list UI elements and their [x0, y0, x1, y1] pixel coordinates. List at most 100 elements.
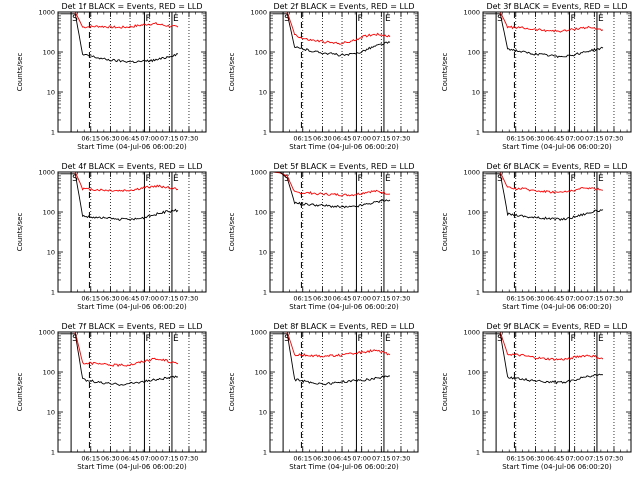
lld-series-line	[272, 172, 391, 197]
detector-panel: Det 7f BLACK = Events, RED = LLD Counts/s…	[16, 322, 207, 471]
events-series-line	[485, 13, 604, 59]
panel-title: Det 3f BLACK = Events, RED = LLD	[486, 2, 627, 11]
marker-label-S: S	[497, 14, 503, 24]
x-axis-label: Start Time (04-Jul-06 06:00:20)	[289, 463, 399, 471]
x-tick-label: 06:15	[81, 455, 100, 463]
x-tick-label: 07:30	[392, 135, 411, 143]
marker-label-S: S	[284, 14, 290, 24]
marker-label-E: E	[173, 14, 179, 24]
x-tick-label: 06:45	[333, 135, 352, 143]
lld-series-line	[485, 12, 604, 33]
x-tick-label: 06:30	[526, 295, 545, 303]
x-tick-label: 07:30	[605, 295, 624, 303]
y-tick-label: 100	[468, 49, 480, 57]
y-tick-label: 1000	[463, 169, 480, 177]
x-tick-label: 07:30	[392, 455, 411, 463]
series-group	[485, 12, 604, 59]
panel-title: Det 7f BLACK = Events, RED = LLD	[61, 322, 202, 331]
x-tick-label: 07:00	[140, 455, 159, 463]
x-tick-label: 06:30	[526, 135, 545, 143]
plot-frame	[269, 11, 419, 133]
marker-label-E: E	[598, 14, 604, 24]
events-series-line	[272, 333, 391, 386]
series-group	[60, 12, 179, 64]
plot-frame	[482, 331, 632, 453]
marker-label-E: E	[598, 334, 604, 344]
y-tick-label: 10	[259, 249, 267, 257]
x-tick-label: 07:15	[372, 455, 391, 463]
detector-panel: Det 3f BLACK = Events, RED = LLD Counts/s…	[441, 2, 632, 151]
x-tick-label: 07:15	[372, 135, 391, 143]
lld-series-line	[60, 172, 179, 193]
marker-label-S: S	[72, 174, 78, 184]
x-tick-label: 06:15	[506, 135, 525, 143]
y-tick-label: 1000	[38, 9, 55, 17]
plot-frame	[57, 11, 207, 133]
panel-title: Det 1f BLACK = Events, RED = LLD	[61, 2, 202, 11]
x-tick-label: 06:30	[313, 455, 332, 463]
x-tick-label: 07:00	[352, 295, 371, 303]
y-axis-label: Counts/sec	[228, 373, 236, 412]
y-tick-label: 100	[255, 369, 267, 377]
y-tick-label: 1	[51, 129, 55, 137]
y-tick-label: 100	[468, 369, 480, 377]
x-tick-label: 07:00	[352, 455, 371, 463]
x-axis-label: Start Time (04-Jul-06 06:00:20)	[502, 143, 612, 151]
y-tick-label: 1	[51, 449, 55, 457]
x-tick-label: 07:15	[585, 295, 604, 303]
x-tick-label: 07:00	[140, 295, 159, 303]
marker-label-F: F	[145, 174, 150, 184]
y-tick-label: 10	[472, 89, 480, 97]
panel-title: Det 8f BLACK = Events, RED = LLD	[273, 322, 414, 331]
detector-panel: Det 8f BLACK = Events, RED = LLD Counts/s…	[228, 322, 419, 471]
x-tick-label: 07:15	[160, 455, 179, 463]
x-tick-label: 07:15	[160, 295, 179, 303]
x-tick-label: 07:30	[180, 455, 199, 463]
plot-frame	[57, 171, 207, 293]
events-series-line	[272, 172, 391, 209]
y-tick-label: 100	[468, 209, 480, 217]
series-group	[272, 332, 391, 386]
y-tick-label: 1000	[250, 169, 267, 177]
plot-frame	[482, 11, 632, 133]
x-tick-label: 06:45	[546, 295, 565, 303]
detector-panel: Det 2f BLACK = Events, RED = LLD Counts/s…	[228, 2, 419, 151]
y-axis-label: Counts/sec	[228, 53, 236, 92]
x-axis-label: Start Time (04-Jul-06 06:00:20)	[77, 143, 187, 151]
y-tick-label: 1	[476, 129, 480, 137]
y-tick-label: 100	[43, 209, 55, 217]
y-tick-label: 1	[263, 289, 267, 297]
lld-series-line	[485, 332, 604, 361]
marker-label-S: S	[497, 334, 503, 344]
detector-panel: Det 1f BLACK = Events, RED = LLD Counts/s…	[16, 2, 207, 151]
x-tick-label: 06:45	[333, 455, 352, 463]
x-axis-label: Start Time (04-Jul-06 06:00:20)	[502, 463, 612, 471]
lld-series-line	[485, 172, 604, 194]
lld-series-line	[60, 12, 179, 29]
y-tick-label: 10	[47, 89, 55, 97]
x-tick-label: 07:00	[565, 135, 584, 143]
series-group	[60, 172, 179, 221]
y-tick-label: 1	[51, 289, 55, 297]
x-tick-label: 07:30	[180, 295, 199, 303]
series-group	[485, 332, 604, 385]
panel-title: Det 4f BLACK = Events, RED = LLD	[61, 162, 202, 171]
marker-label-E: E	[173, 174, 179, 184]
x-tick-label: 06:45	[121, 135, 140, 143]
plot-frame	[269, 171, 419, 293]
x-tick-label: 06:45	[121, 295, 140, 303]
plot-frame	[269, 331, 419, 453]
y-tick-label: 1000	[38, 169, 55, 177]
events-series-line	[272, 13, 391, 57]
x-tick-label: 06:45	[333, 295, 352, 303]
x-tick-label: 07:15	[160, 135, 179, 143]
y-tick-label: 10	[472, 249, 480, 257]
lld-series-line	[272, 332, 391, 358]
events-series-line	[60, 173, 179, 221]
lld-series-line	[60, 332, 179, 368]
x-tick-label: 07:00	[140, 135, 159, 143]
x-tick-label: 06:15	[506, 295, 525, 303]
x-tick-label: 06:15	[293, 135, 312, 143]
y-axis-label: Counts/sec	[16, 53, 24, 92]
